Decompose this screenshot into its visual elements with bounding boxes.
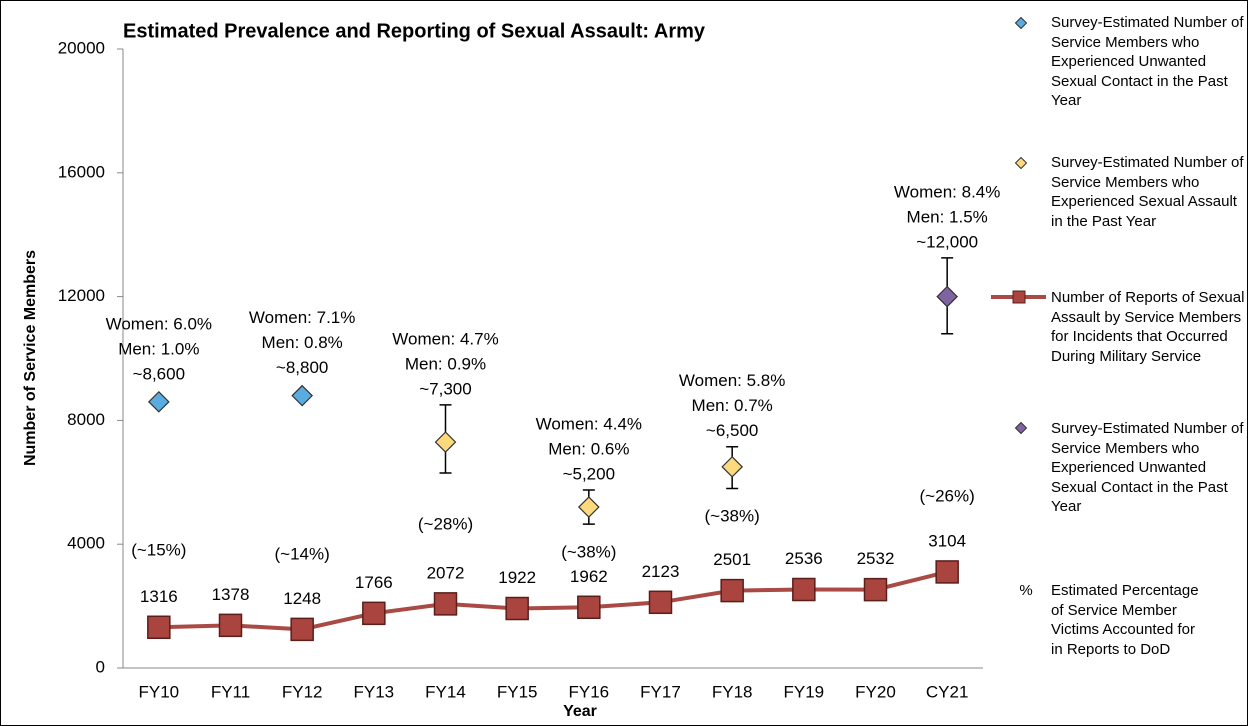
point-annotation: Women: 5.8% xyxy=(679,371,785,390)
line-marker xyxy=(648,590,673,615)
data-label: 1378 xyxy=(212,585,250,604)
data-label: 2072 xyxy=(427,563,465,582)
line-marker xyxy=(863,577,888,602)
line-marker xyxy=(720,578,744,603)
percent-label: (~38%) xyxy=(561,542,616,561)
y-tick-label: 20000 xyxy=(58,38,105,57)
percent-label: (~14%) xyxy=(275,544,330,563)
x-tick-label: FY16 xyxy=(569,682,610,701)
line-marker xyxy=(362,601,386,626)
point-annotation: Women: 7.1% xyxy=(249,308,355,327)
x-tick-label: FY13 xyxy=(354,682,395,701)
x-tick-label: CY21 xyxy=(926,682,969,701)
data-label: 2501 xyxy=(713,550,751,569)
diamond-marker xyxy=(721,455,744,478)
data-label: 2123 xyxy=(642,562,680,581)
diamond-marker xyxy=(577,496,600,518)
x-tick-label: FY12 xyxy=(282,682,323,701)
point-annotation: ~8,600 xyxy=(133,364,185,383)
data-label: 2536 xyxy=(785,549,823,568)
legend-marker xyxy=(1014,421,1028,435)
point-annotation: ~12,000 xyxy=(916,232,978,251)
x-tick-label: FY17 xyxy=(640,682,681,701)
point-annotation: Men: 0.7% xyxy=(692,396,773,415)
legend-marker xyxy=(1014,156,1028,170)
x-tick-label: FY18 xyxy=(712,682,753,701)
legend-symbol: % xyxy=(1019,582,1032,599)
diamond-marker xyxy=(434,431,457,453)
percent-label: (~28%) xyxy=(418,514,473,533)
point-annotation: ~7,300 xyxy=(419,379,471,398)
y-tick-label: 16000 xyxy=(58,162,105,181)
point-annotation: Women: 8.4% xyxy=(894,182,1000,201)
point-annotation: ~5,200 xyxy=(563,465,615,484)
point-annotation: Men: 1.5% xyxy=(907,207,988,226)
point-annotation: ~6,500 xyxy=(706,421,758,440)
point-annotation: Women: 4.7% xyxy=(392,329,498,348)
point-annotation: Women: 4.4% xyxy=(536,415,642,434)
line-marker xyxy=(290,617,314,642)
chart-title: Estimated Prevalence and Reporting of Se… xyxy=(123,20,706,42)
legend-entry: Survey-Estimated Number of Service Membe… xyxy=(1051,420,1244,515)
data-label: 1766 xyxy=(355,573,393,592)
data-label: 1922 xyxy=(498,568,536,587)
point-annotation: Men: 0.9% xyxy=(405,354,486,373)
line-marker xyxy=(433,592,458,616)
x-tick-label: FY14 xyxy=(425,682,466,701)
percent-label: (~15%) xyxy=(131,540,186,559)
point-annotation: Men: 0.8% xyxy=(262,333,343,352)
line-marker xyxy=(792,577,816,602)
line-marker xyxy=(147,615,171,640)
diamond-marker xyxy=(936,285,959,308)
line-marker xyxy=(577,595,601,620)
legend-entry: Survey-Estimated Number of Service Membe… xyxy=(1051,14,1244,109)
diamond-marker xyxy=(291,384,314,407)
data-label: 1962 xyxy=(570,567,608,586)
data-label: 2532 xyxy=(857,549,895,568)
line-marker xyxy=(935,560,959,584)
y-tick-label: 8000 xyxy=(67,410,105,429)
line-marker xyxy=(505,596,529,621)
data-label: 1248 xyxy=(283,589,321,608)
legend-entry: Number of Reports of Sexual Assault by S… xyxy=(1051,289,1245,365)
line-marker xyxy=(218,613,243,638)
x-tick-label: FY10 xyxy=(139,682,180,701)
point-annotation: Men: 1.0% xyxy=(118,339,199,358)
legend-note: Estimated Percentage of Service Member V… xyxy=(1051,582,1199,658)
point-annotation: Women: 6.0% xyxy=(106,314,212,333)
x-tick-label: FY11 xyxy=(211,682,250,701)
x-tick-label: FY15 xyxy=(497,682,538,701)
line-series xyxy=(158,569,948,632)
point-annotation: Men: 0.6% xyxy=(548,440,629,459)
point-annotation: ~8,800 xyxy=(276,358,328,377)
x-tick-label: FY20 xyxy=(855,682,896,701)
y-axis-label: Number of Service Members xyxy=(22,250,39,466)
x-tick-label: FY19 xyxy=(784,682,825,701)
percent-label: (~26%) xyxy=(920,486,975,505)
percent-label: (~38%) xyxy=(705,506,760,525)
legend-marker xyxy=(1012,290,1026,304)
x-axis-label: Year xyxy=(563,703,597,720)
legend-marker xyxy=(1014,16,1028,30)
y-tick-label: 4000 xyxy=(67,534,105,553)
y-tick-label: 12000 xyxy=(58,286,105,305)
data-label: 3104 xyxy=(928,531,966,550)
legend-entry: Survey-Estimated Number of Service Membe… xyxy=(1051,154,1244,230)
data-label: 1316 xyxy=(140,587,178,606)
y-tick-label: 0 xyxy=(96,657,105,676)
diamond-marker xyxy=(147,390,170,413)
